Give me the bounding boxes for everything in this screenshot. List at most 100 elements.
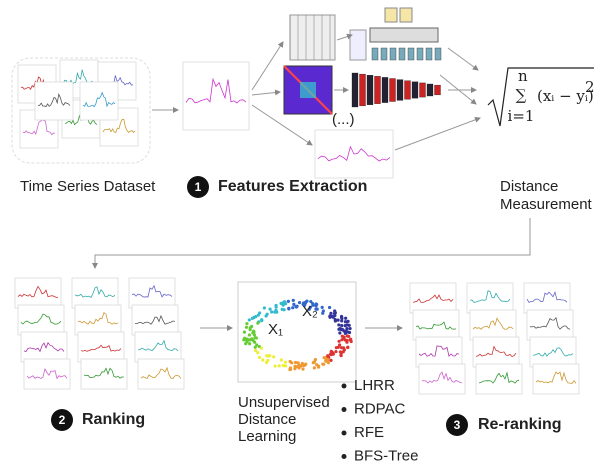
manifold-point xyxy=(292,299,295,302)
bullet xyxy=(342,454,347,459)
network-node xyxy=(408,48,414,60)
manifold-point xyxy=(248,333,251,336)
manifold-point xyxy=(326,354,329,357)
manifold-point xyxy=(274,364,277,367)
thumbnail xyxy=(183,62,249,130)
funnel-block xyxy=(390,79,396,102)
arrow xyxy=(252,42,283,90)
manifold-point xyxy=(329,312,332,315)
bullet xyxy=(342,431,347,436)
manifold-point xyxy=(284,361,287,364)
thumbnail xyxy=(527,310,573,340)
manifold-point xyxy=(344,317,347,320)
point-label: X₁ xyxy=(268,321,283,338)
network-node xyxy=(390,48,396,60)
manifold-point xyxy=(346,320,349,323)
network-node xyxy=(417,48,423,60)
arrow xyxy=(252,92,280,95)
manifold-point xyxy=(289,366,292,369)
manifold-point xyxy=(344,324,347,327)
manifold-point xyxy=(283,300,286,303)
arrow xyxy=(448,48,478,70)
thumbnail xyxy=(419,364,465,394)
step-label: Re-ranking xyxy=(478,416,562,433)
step-label: Features Extraction xyxy=(218,178,367,195)
manifold-point xyxy=(279,302,282,305)
distance-label: Distance xyxy=(500,178,558,195)
manifold-point xyxy=(337,340,340,343)
manifold-point xyxy=(313,366,316,369)
manifold-point xyxy=(272,355,275,358)
manifold-point xyxy=(294,361,297,364)
manifold-point xyxy=(321,306,324,309)
manifold-point xyxy=(349,338,352,341)
network xyxy=(370,28,438,42)
manifold-point xyxy=(253,333,256,336)
thumbnail xyxy=(476,364,522,394)
manifold-point xyxy=(245,326,248,329)
arrow xyxy=(95,218,530,268)
manifold-point xyxy=(338,331,341,334)
manifold-point xyxy=(348,324,351,327)
thumbnail xyxy=(129,278,175,308)
manifold-point xyxy=(326,358,329,361)
method-label: LHRR xyxy=(354,377,395,394)
manifold-point xyxy=(266,359,269,362)
illustrations xyxy=(12,8,579,394)
manifold-point xyxy=(334,311,337,314)
manifold-point xyxy=(287,307,290,310)
thumbnail xyxy=(15,278,61,308)
manifold-point xyxy=(332,353,335,356)
manifold-point xyxy=(256,351,259,354)
sum-lower: i=1 xyxy=(508,107,535,125)
manifold-point xyxy=(254,346,257,349)
manifold-point xyxy=(338,343,341,346)
thumbnail xyxy=(410,283,456,313)
funnel-block xyxy=(435,85,441,95)
dataset-label: Time Series Dataset xyxy=(20,178,156,195)
manifold-point xyxy=(258,356,261,359)
sum-power: 2 xyxy=(585,78,594,96)
manifold-point xyxy=(250,337,253,340)
thumbnail xyxy=(78,332,124,362)
udl-label: Unsupervised xyxy=(238,394,330,411)
network-node xyxy=(399,48,405,60)
thumbnail xyxy=(530,337,576,367)
manifold-point xyxy=(261,358,264,361)
network-box xyxy=(400,8,412,22)
manifold-point xyxy=(301,367,304,370)
step-number: 2 xyxy=(59,413,66,427)
manifold-point xyxy=(339,328,342,331)
manifold-point xyxy=(256,322,259,325)
step-number: 3 xyxy=(454,418,461,432)
funnel-block xyxy=(382,77,388,102)
thumbnail xyxy=(132,305,178,335)
funnel-block xyxy=(427,84,433,96)
thumbnail xyxy=(467,283,513,313)
manifold-point xyxy=(335,346,338,349)
funnel-block xyxy=(412,82,418,98)
manifold-point xyxy=(248,342,251,345)
manifold-point xyxy=(329,359,332,362)
funnel-block xyxy=(360,74,366,106)
manifold-point xyxy=(297,366,300,369)
thumbnail xyxy=(524,283,570,313)
udl-label: Distance xyxy=(238,411,296,428)
manifold-point xyxy=(347,335,350,338)
method-list: LHRRRDPACRFEBFS-Tree xyxy=(342,377,419,465)
manifold-point xyxy=(322,356,325,359)
manifold-point xyxy=(327,361,330,364)
manifold-point xyxy=(315,363,318,366)
manifold-point xyxy=(274,310,277,313)
point-label: X₂ xyxy=(302,303,318,320)
funnel-block xyxy=(367,75,373,105)
manifold-point xyxy=(246,338,249,341)
manifold-point xyxy=(252,316,255,319)
sum-upper: n xyxy=(518,67,528,85)
manifold-point xyxy=(302,364,305,367)
manifold-point xyxy=(270,310,273,313)
ellipsis: (...) xyxy=(332,111,355,128)
funnel-block xyxy=(405,81,411,100)
thumbnail xyxy=(533,364,579,394)
funnel-block xyxy=(375,76,381,103)
